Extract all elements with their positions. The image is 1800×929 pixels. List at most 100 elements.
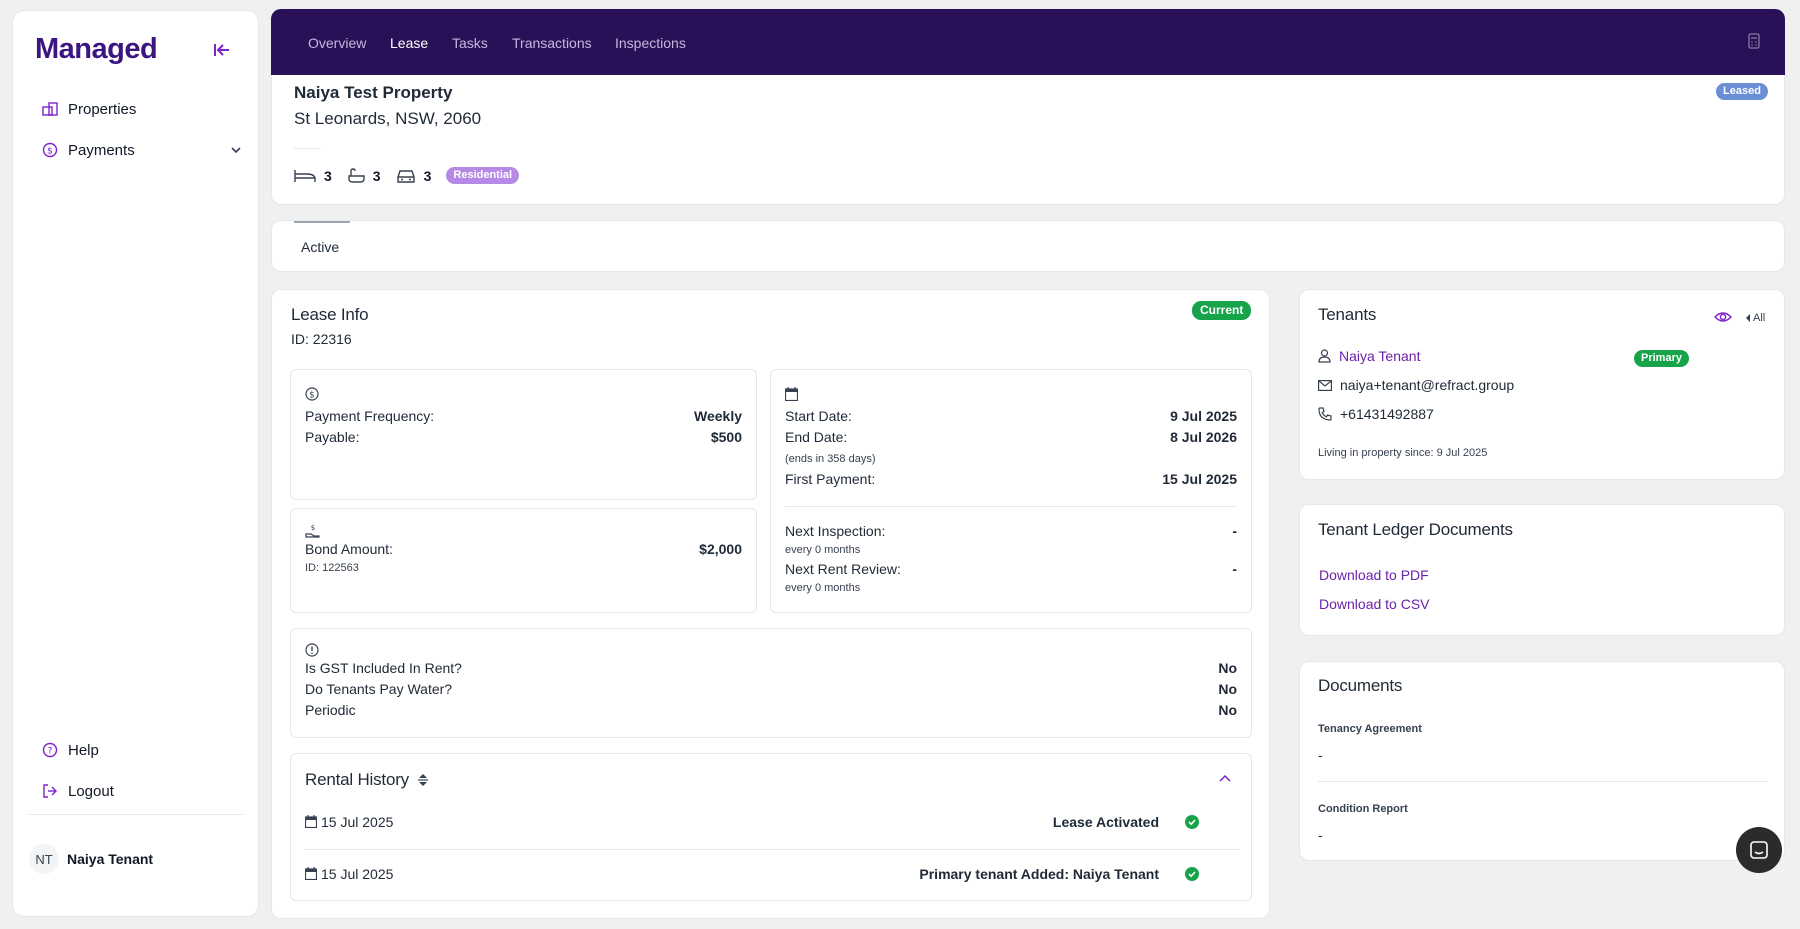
payment-frequency-label: Payment Frequency: [305, 408, 435, 424]
svg-text:$: $ [47, 147, 53, 157]
tenant-name-row: Naiya Tenant [1318, 348, 1420, 364]
tab-tasks[interactable]: Tasks [452, 35, 488, 51]
history-divider [305, 849, 1239, 850]
ledger-title: Tenant Ledger Documents [1318, 520, 1513, 539]
history-row: 15 Jul 2025 Lease Activated [305, 812, 1239, 834]
periodic-value: No [1218, 702, 1237, 718]
payments-icon: $ [42, 142, 58, 158]
end-date-value: 8 Jul 2026 [1170, 429, 1237, 445]
bed-icon [294, 168, 316, 184]
eye-icon[interactable] [1714, 310, 1732, 324]
dollar-icon: $ [305, 387, 319, 401]
property-header: Naiya Test Property St Leonards, NSW, 20… [271, 75, 1785, 205]
property-name: Naiya Test Property [294, 83, 453, 102]
tab-lease[interactable]: Lease [390, 35, 429, 51]
sidebar-item-logout[interactable]: Logout [42, 778, 114, 804]
top-nav: Overview Lease Tasks Transactions Inspec… [271, 9, 1785, 75]
next-rent-review-value: - [1232, 561, 1237, 577]
ends-in-note: (ends in 358 days) [785, 453, 876, 465]
history-row: 15 Jul 2025 Primary tenant Added: Naiya … [305, 864, 1239, 886]
tenant-phone-row: +61431492887 [1318, 406, 1434, 422]
bond-amount-value: $2,000 [699, 541, 742, 557]
chat-launcher-button[interactable] [1736, 827, 1782, 873]
info-icon [305, 643, 319, 657]
caret-left-icon [1746, 314, 1751, 322]
all-label: All [1753, 312, 1766, 324]
gst-label: Is GST Included In Rent? [305, 660, 462, 676]
sidebar-item-properties[interactable]: Properties [42, 96, 136, 122]
bedroom-count: 3 [324, 167, 332, 184]
history-event: Lease Activated [1052, 814, 1159, 830]
tenants-card: Tenants All Naiya Tenant Primary naiya+t… [1299, 289, 1785, 480]
svg-text:$: $ [311, 524, 315, 532]
user-profile[interactable]: NT Naiya Tenant [29, 844, 153, 874]
current-badge: Current [1192, 301, 1252, 320]
status-badge: Leased [1716, 83, 1768, 100]
payment-frequency-value: Weekly [694, 408, 742, 424]
property-features: 3 3 3 Residential [294, 167, 520, 184]
chevron-down-icon[interactable] [230, 144, 242, 156]
tab-inspections[interactable]: Inspections [615, 35, 686, 51]
sidebar-item-help[interactable]: ? Help [42, 737, 99, 763]
documents-card: Documents Tenancy Agreement - Condition … [1299, 661, 1785, 861]
history-date: 15 Jul 2025 [321, 866, 394, 882]
rental-history-box: Rental History 15 Jul 2025 Lease Activat… [290, 753, 1252, 901]
tab-overview[interactable]: Overview [308, 35, 367, 51]
sort-icon[interactable] [417, 772, 429, 788]
header-divider [294, 148, 321, 149]
svg-text:$: $ [309, 390, 314, 400]
living-since: Living in property since: 9 Jul 2025 [1318, 447, 1488, 459]
sidebar: Managed Properties $ Payments ? Help Log… [12, 10, 259, 917]
sidebar-divider [29, 814, 244, 815]
documents-divider [1318, 781, 1768, 782]
tenant-ledger-card: Tenant Ledger Documents Download to PDF … [1299, 504, 1785, 636]
sidebar-item-label: Help [68, 741, 99, 759]
svg-text:?: ? [48, 747, 53, 757]
tenant-email-row: naiya+tenant@refract.group [1318, 377, 1514, 393]
next-rent-review-label: Next Rent Review: [785, 561, 901, 577]
mail-icon [1318, 379, 1332, 391]
logo[interactable]: Managed [35, 33, 158, 65]
payable-value: $500 [710, 429, 742, 445]
chevron-up-icon[interactable] [1218, 773, 1232, 783]
first-payment-label: First Payment: [785, 471, 876, 487]
property-type-badge: Residential [446, 167, 520, 184]
sidebar-item-payments[interactable]: $ Payments [42, 137, 242, 163]
sidebar-item-label: Payments [68, 141, 135, 159]
parking-count: 3 [423, 167, 432, 184]
primary-badge: Primary [1634, 350, 1689, 367]
phone-icon [1318, 407, 1332, 421]
lease-info-title: Lease Info [291, 305, 369, 324]
documents-title: Documents [1318, 676, 1403, 695]
collapse-sidebar-icon[interactable] [213, 41, 231, 59]
rental-history-title: Rental History [305, 770, 409, 789]
tenant-name-link[interactable]: Naiya Tenant [1339, 348, 1421, 364]
calendar-icon [305, 815, 317, 828]
dates-box: Start Date: 9 Jul 2025 End Date: 8 Jul 2… [770, 369, 1252, 613]
avatar: NT [29, 844, 59, 874]
chat-icon [1749, 840, 1769, 860]
download-csv-link[interactable]: Download to CSV [1319, 596, 1430, 612]
payment-box: $ Payment Frequency: Weekly Payable: $50… [290, 369, 757, 500]
next-inspection-value: - [1232, 523, 1237, 539]
document-label: Condition Report [1318, 803, 1408, 815]
download-pdf-link[interactable]: Download to PDF [1319, 567, 1429, 583]
property-address: St Leonards, NSW, 2060 [294, 109, 482, 128]
water-value: No [1218, 681, 1237, 697]
user-icon [1318, 349, 1331, 363]
show-all-toggle[interactable]: All [1746, 312, 1765, 324]
bond-amount-label: Bond Amount: [305, 541, 393, 557]
tab-transactions[interactable]: Transactions [512, 35, 592, 51]
next-inspection-label: Next Inspection: [785, 523, 886, 539]
calculator-icon[interactable] [1748, 33, 1760, 49]
sidebar-item-label: Logout [68, 782, 114, 800]
sidebar-item-label: Properties [68, 100, 137, 118]
user-name: Naiya Tenant [67, 851, 154, 867]
bathroom-count: 3 [372, 167, 381, 184]
document-value: - [1318, 747, 1323, 763]
end-date-label: End Date: [785, 429, 848, 445]
tab-active[interactable]: Active [301, 239, 340, 255]
rental-history-header[interactable]: Rental History [305, 770, 429, 790]
active-tab-indicator [294, 221, 350, 223]
bond-id: ID: 122563 [305, 562, 359, 574]
